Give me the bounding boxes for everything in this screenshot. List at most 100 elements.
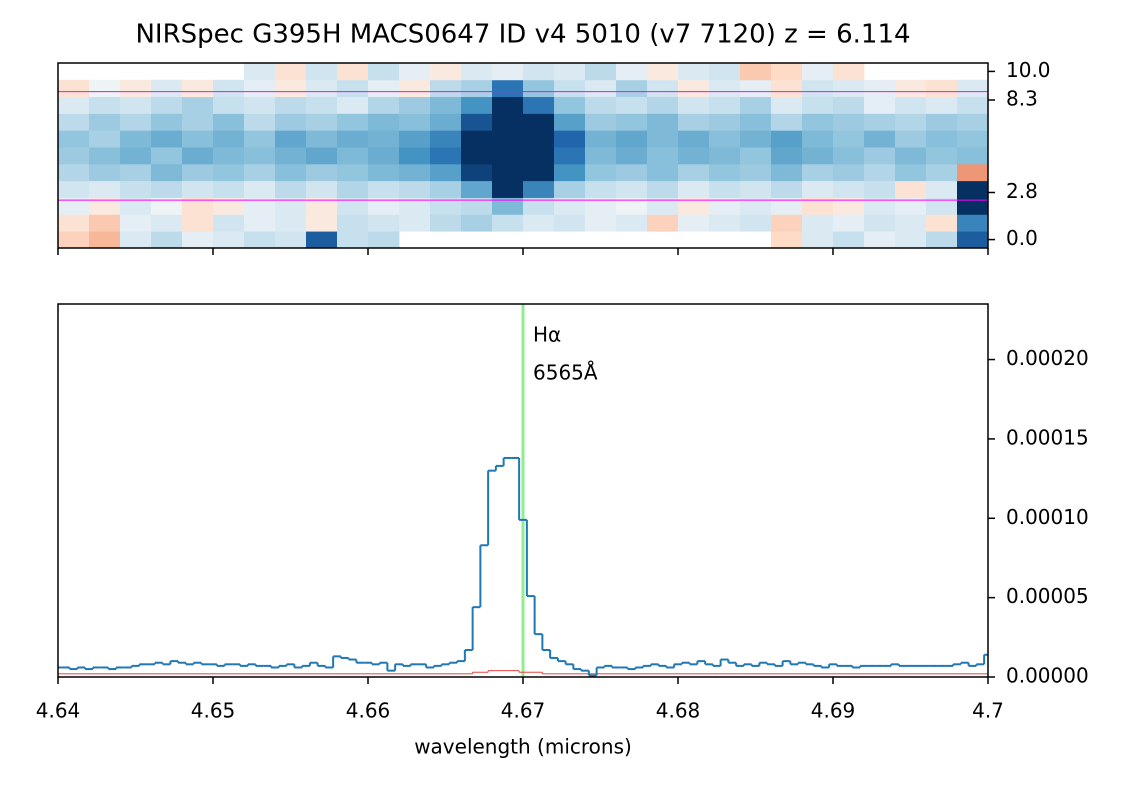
pixel [554,197,586,215]
pixel [585,63,617,81]
pixel [213,180,245,198]
spectrum-2d [58,63,988,248]
error-risers [472,670,543,674]
pixel [771,180,803,198]
pixel [368,180,400,198]
pixel [709,130,741,148]
pixel [926,197,958,215]
pixel [523,113,555,131]
pixel [554,163,586,182]
pixel [275,197,307,215]
pixel [430,63,462,81]
pixel [523,163,555,182]
pixel [368,96,400,114]
pixel [833,63,865,81]
pixel [833,197,865,215]
pixel [120,130,152,148]
pixel [647,197,679,215]
pixel [306,214,338,232]
x-tick-label: 4.68 [656,699,701,723]
pixel [368,63,400,81]
pixel [709,79,741,98]
pixel [306,96,338,114]
pixel [430,96,462,114]
pixel [833,130,865,148]
pixel [368,214,400,232]
pixel [771,147,803,165]
pixel [89,231,121,248]
pixel [740,113,772,131]
pixel [926,180,958,198]
chart-title: NIRSpec G395H MACS0647 ID v4 5010 (v7 71… [135,20,910,50]
pixel [926,214,958,232]
pixel [430,147,462,165]
pixel [895,130,927,148]
pixel [151,180,183,198]
pixel [554,79,586,98]
pixel [554,63,586,81]
pixel [430,163,462,182]
pixel [678,113,710,131]
pixel [616,130,648,148]
x-tick-label: 4.64 [36,699,81,723]
pixel [58,180,90,198]
pixel [833,96,865,114]
pixel [244,63,276,81]
pixel [647,63,679,81]
pixel [461,163,493,182]
pixel [523,79,555,98]
pixel [492,214,524,232]
pixel [151,231,183,248]
pixel [802,79,834,98]
pixel [678,96,710,114]
pixel [678,163,710,182]
pixel [306,231,338,248]
x-tick-label: 4.66 [346,699,391,723]
pixel [492,197,524,215]
pixel [771,96,803,114]
pixel [275,180,307,198]
pixel [492,113,524,131]
pixel [895,163,927,182]
x-tick-label: 4.7 [972,699,1004,723]
pixel [399,147,431,165]
pixel [89,197,121,215]
pixel [275,96,307,114]
pixel [678,214,710,232]
pixel [399,96,431,114]
pixel [802,147,834,165]
pixel [244,130,276,148]
pixel [337,163,369,182]
pixel [120,79,152,98]
pixel [306,63,338,81]
pixel [244,180,276,198]
pixel [585,79,617,98]
pixel [833,147,865,165]
pixel [368,197,400,215]
pixel [864,130,896,148]
pixel [833,163,865,182]
pixel [864,113,896,131]
pixel [89,130,121,148]
pixel [244,113,276,131]
pixel [368,231,400,248]
pixel [89,79,121,98]
pixel [678,147,710,165]
pixel [678,79,710,98]
pixel [585,113,617,131]
pixel [337,214,369,232]
pixel [337,147,369,165]
pixel [182,180,214,198]
y-tick-label: 0.00000 [1006,664,1089,688]
pixel [244,96,276,114]
pixel [213,79,245,98]
pixel [213,163,245,182]
pixel [864,96,896,114]
pixel [833,113,865,131]
pixel [306,197,338,215]
pixel [616,214,648,232]
pixel [957,130,988,148]
pixel [833,79,865,98]
pixel [213,147,245,165]
pixel [58,96,90,114]
